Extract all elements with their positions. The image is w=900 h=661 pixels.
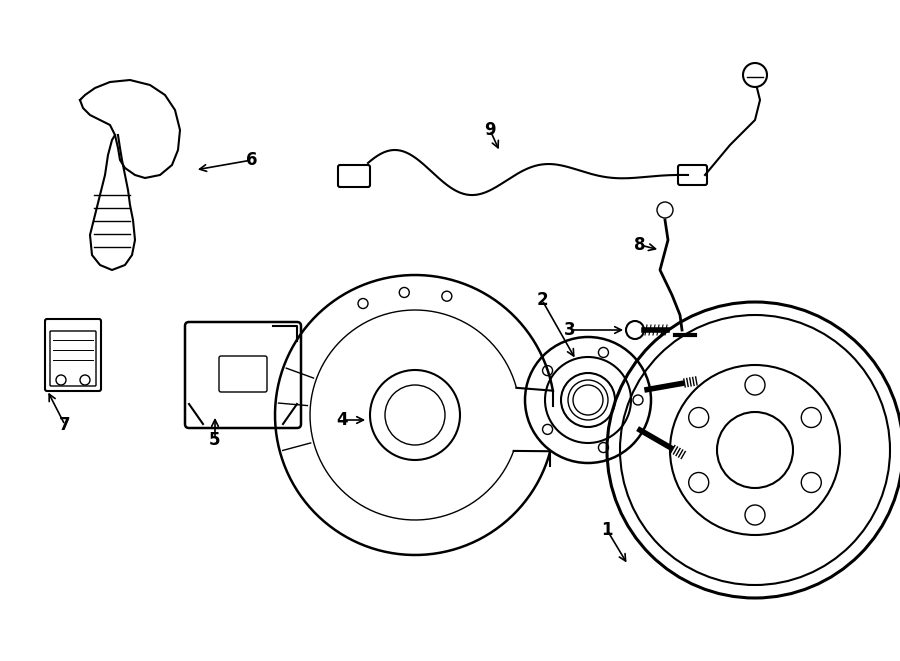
Text: 1: 1 <box>601 521 613 539</box>
Text: 6: 6 <box>247 151 257 169</box>
Circle shape <box>657 202 673 218</box>
Circle shape <box>626 321 644 339</box>
Text: 3: 3 <box>564 321 576 339</box>
Text: 8: 8 <box>634 236 646 254</box>
Text: 2: 2 <box>536 291 548 309</box>
Text: 9: 9 <box>484 121 496 139</box>
Text: 5: 5 <box>209 431 220 449</box>
Circle shape <box>743 63 767 87</box>
Text: 7: 7 <box>59 416 71 434</box>
Text: 4: 4 <box>337 411 347 429</box>
